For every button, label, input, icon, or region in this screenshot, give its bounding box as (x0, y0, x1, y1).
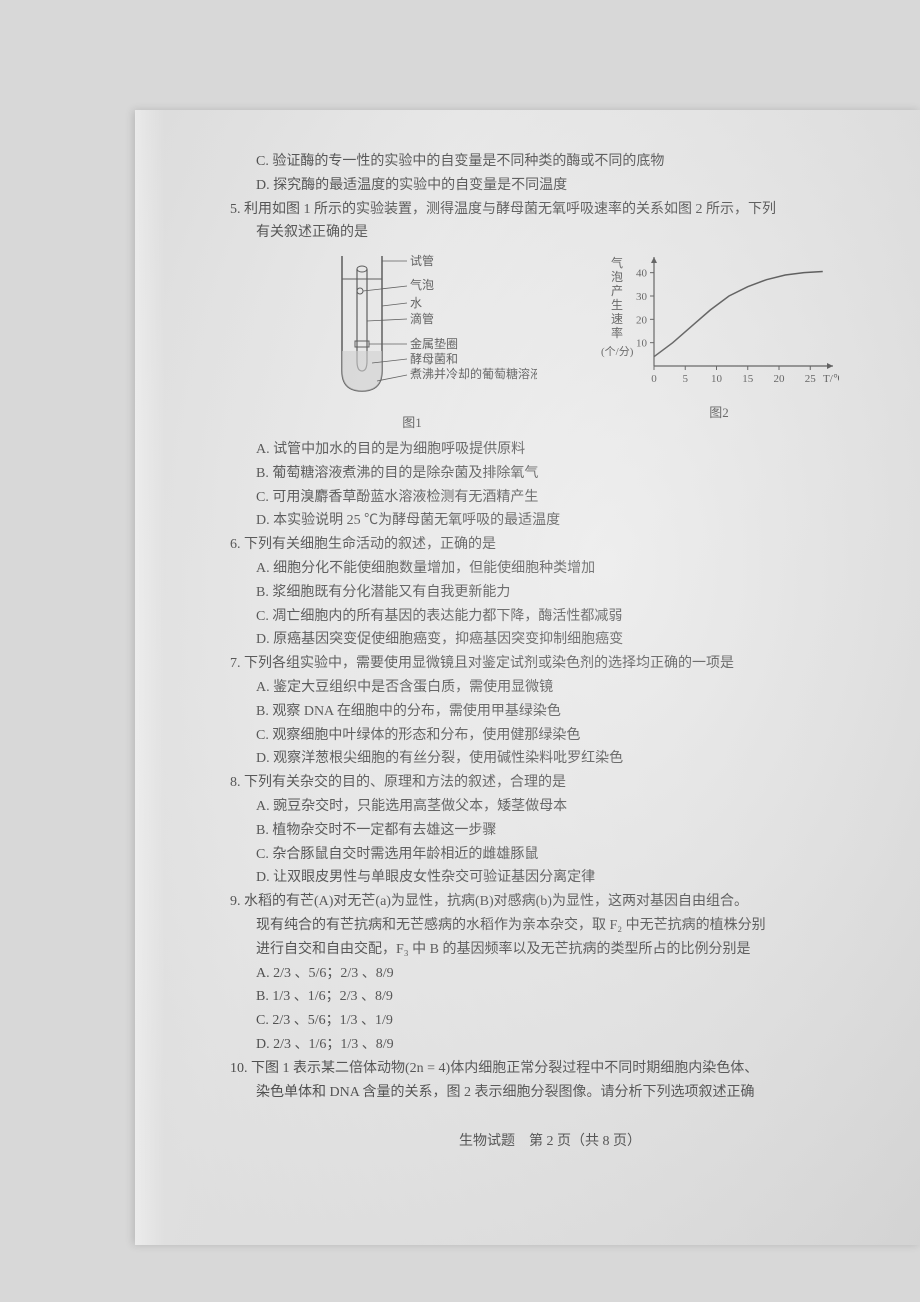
q9-option-d: D. 2/3 、1/6；1/3 、8/9 (230, 1033, 870, 1057)
q6-option-b: B. 浆细胞既有分化潜能又有自我更新能力 (230, 581, 870, 605)
q7-option-b: B. 观察 DNA 在细胞中的分布，需使用甲基绿染色 (230, 700, 870, 724)
svg-text:5: 5 (683, 373, 689, 385)
svg-text:25: 25 (805, 373, 817, 385)
q8-option-a: A. 豌豆杂交时，只能选用高茎做父本，矮茎做母本 (230, 795, 870, 819)
q9-stem-line2: 现有纯合的有芒抗病和无芒感病的水稻作为亲本杂交，取 F₂ 中无芒抗病的植株分别 (230, 914, 870, 938)
q6-stem: 6. 下列有关细胞生命活动的叙述，正确的是 (230, 533, 870, 557)
q7-option-d: D. 观察洋葱根尖细胞的有丝分裂，使用碱性染料吡罗红染色 (230, 747, 870, 771)
q5-fig1-caption: 图1 (287, 412, 537, 434)
svg-text:速: 速 (611, 312, 623, 326)
svg-text:15: 15 (742, 373, 754, 385)
q8-option-b: B. 植物杂交时不一定都有去雄这一步骤 (230, 819, 870, 843)
q8-option-c: C. 杂合豚鼠自交时需选用年龄相近的雌雄豚鼠 (230, 843, 870, 867)
q5-fig2-caption: 图2 (599, 402, 839, 424)
q10-stem-line2: 染色单体和 DNA 含量的关系，图 2 表示细胞分裂图像。请分析下列选项叙述正确 (230, 1081, 870, 1105)
q5-figures: 试管 气泡 水 滴管 金属垫圈 酵母菌和 煮沸并冷却的葡萄糖溶液 图1 0 5 10… (256, 251, 870, 434)
q7-option-c: C. 观察细胞中叶绿体的形态和分布，使用健那绿染色 (230, 724, 870, 748)
q7-stem: 7. 下列各组实验中，需要使用显微镜且对鉴定试剂或染色剂的选择均正确的一项是 (230, 652, 870, 676)
q5-fig1-block: 试管 气泡 水 滴管 金属垫圈 酵母菌和 煮沸并冷却的葡萄糖溶液 图1 (287, 251, 537, 434)
q9-option-a: A. 2/3 、5/6；2/3 、8/9 (230, 962, 870, 986)
svg-text:生: 生 (611, 298, 623, 312)
svg-text:20: 20 (636, 315, 648, 327)
svg-text:(个/分): (个/分) (601, 345, 634, 358)
q5-fig2-svg: 0 5 10 15 20 25 T/℃ 10 20 30 40 气泡产生速率 (个/分) (599, 251, 839, 391)
q5-stem-line2: 有关叙述正确的是 (230, 221, 870, 245)
exam-page: C. 验证酶的专一性的实验中的自变量是不同种类的酶或不同的底物 D. 探究酶的最… (135, 110, 920, 1245)
svg-text:产: 产 (611, 284, 623, 298)
svg-text:率: 率 (611, 325, 623, 340)
fig1-label-ring: 金属垫圈 (410, 336, 458, 351)
q5-stem-line1: 5. 利用如图 1 所示的实验装置，测得温度与酵母菌无氧呼吸速率的关系如图 2 … (230, 198, 870, 222)
q6-option-d: D. 原癌基因突变促使细胞癌变，抑癌基因突变抑制细胞癌变 (230, 628, 870, 652)
svg-text:10: 10 (636, 338, 648, 350)
q9-stem-line1: 9. 水稻的有芒(A)对无芒(a)为显性，抗病(B)对感病(b)为显性，这两对基… (230, 890, 870, 914)
svg-text:泡: 泡 (611, 270, 623, 284)
fig1-label-bubble: 气泡 (410, 277, 434, 292)
q5-option-a: A. 试管中加水的目的是为细胞呼吸提供原料 (230, 438, 870, 462)
fig1-label-water: 水 (410, 296, 422, 310)
q9-stem-line3: 进行自交和自由交配，F₃ 中 B 的基因频率以及无芒抗病的类型所占的比例分别是 (230, 938, 870, 962)
q8-stem: 8. 下列有关杂交的目的、原理和方法的叙述，合理的是 (230, 771, 870, 795)
svg-text:0: 0 (651, 373, 657, 385)
svg-text:20: 20 (774, 373, 786, 385)
q9-option-c: C. 2/3 、5/6；1/3 、1/9 (230, 1009, 870, 1033)
prevq-option-c: C. 验证酶的专一性的实验中的自变量是不同种类的酶或不同的底物 (230, 150, 870, 174)
q6-option-c: C. 凋亡细胞内的所有基因的表达能力都下降，酶活性都减弱 (230, 605, 870, 629)
q5-option-c: C. 可用溴麝香草酚蓝水溶液检测有无酒精产生 (230, 486, 870, 510)
svg-text:30: 30 (636, 291, 648, 303)
q5-option-b: B. 葡萄糖溶液煮沸的目的是除杂菌及排除氧气 (230, 462, 870, 486)
page-footer: 生物试题 第 2 页（共 8 页） (230, 1130, 870, 1154)
q9-option-b: B. 1/3 、1/6；2/3 、8/9 (230, 985, 870, 1009)
prevq-option-d: D. 探究酶的最适温度的实验中的自变量是不同温度 (230, 174, 870, 198)
q10-stem-line1: 10. 下图 1 表示某二倍体动物(2n = 4)体内细胞正常分裂过程中不同时期… (230, 1057, 870, 1081)
fig1-label-solution: 煮沸并冷却的葡萄糖溶液 (410, 366, 537, 381)
q5-option-d: D. 本实验说明 25 ℃为酵母菌无氧呼吸的最适温度 (230, 509, 870, 533)
q8-option-d: D. 让双眼皮男性与单眼皮女性杂交可验证基因分离定律 (230, 866, 870, 890)
fig1-label-tube: 试管 (410, 253, 434, 268)
fig1-label-yeast: 酵母菌和 (410, 352, 458, 366)
fig1-label-dropper: 滴管 (410, 311, 434, 326)
svg-text:10: 10 (711, 373, 723, 385)
svg-text:气: 气 (611, 255, 623, 270)
q7-option-a: A. 鉴定大豆组织中是否含蛋白质，需使用显微镜 (230, 676, 870, 700)
q5-fig1-svg: 试管 气泡 水 滴管 金属垫圈 酵母菌和 煮沸并冷却的葡萄糖溶液 (287, 251, 537, 401)
q6-option-a: A. 细胞分化不能使细胞数量增加，但能使细胞种类增加 (230, 557, 870, 581)
svg-text:40: 40 (636, 268, 648, 280)
svg-text:T/℃: T/℃ (823, 373, 839, 385)
q5-fig2-block: 0 5 10 15 20 25 T/℃ 10 20 30 40 气泡产生速率 (个/分) 图2 (599, 251, 839, 424)
